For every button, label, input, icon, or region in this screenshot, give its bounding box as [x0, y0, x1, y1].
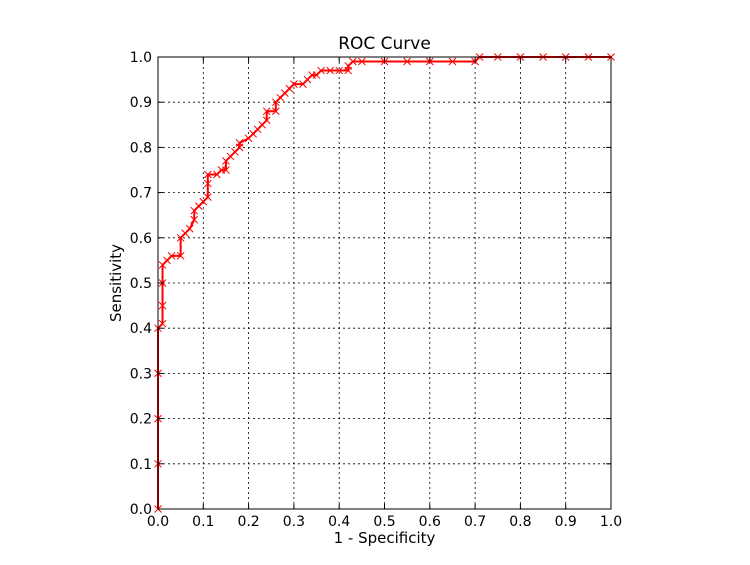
data-point-marker — [235, 139, 244, 147]
data-point-marker — [158, 319, 167, 328]
data-point-marker — [203, 170, 212, 179]
data-point-marker — [262, 107, 271, 116]
x-tick-label: 0.1 — [192, 514, 214, 530]
chart-title: ROC Curve — [338, 34, 431, 54]
x-tick-label: 0.9 — [555, 514, 577, 530]
data-point-marker — [335, 66, 344, 75]
x-tick-label: 0.3 — [283, 514, 305, 530]
data-point-marker — [448, 57, 457, 66]
y-tick-label: 0.3 — [130, 366, 152, 382]
y-axis-label: Sensitivity — [107, 244, 125, 322]
y-tick-label: 0.6 — [130, 231, 152, 247]
tick-layer: 0.0 0.1 0.2 0.3 0.4 0.5 0.6 0.7 0.8 0.9 1.0 0.0 0.1 0… — [130, 50, 622, 530]
x-axis-label: 1 - Specificity — [334, 529, 436, 547]
x-tick-label: 0.4 — [328, 514, 350, 530]
y-tick-label: 0.4 — [130, 321, 152, 337]
data-point-marker — [203, 193, 212, 201]
x-tick-label: 0.6 — [419, 514, 441, 530]
y-tick-label: 0.1 — [130, 457, 152, 473]
y-tick-label: 0.0 — [130, 502, 152, 518]
data-point-marker — [185, 224, 194, 233]
x-tick-label: 0.5 — [373, 514, 395, 530]
data-point-marker — [271, 107, 280, 116]
data-point-marker — [348, 57, 357, 66]
x-tick-label: 0.7 — [464, 514, 486, 530]
data-point-marker — [326, 66, 334, 75]
y-tick-label: 0.9 — [130, 95, 152, 111]
data-point-marker — [290, 80, 298, 88]
y-tick-label: 0.2 — [130, 412, 152, 428]
y-tick-label: 0.8 — [130, 140, 152, 156]
data-point-marker — [357, 57, 366, 66]
data-point-marker — [403, 57, 412, 66]
series-layer — [154, 53, 615, 513]
data-point-marker — [158, 301, 167, 310]
grid-lines — [158, 57, 611, 509]
data-point-marker — [176, 252, 185, 260]
data-point-marker — [317, 66, 325, 75]
y-tick-label: 1.0 — [130, 50, 152, 66]
data-point-marker — [190, 215, 199, 224]
data-point-marker — [222, 166, 230, 174]
x-tick-label: 0.2 — [237, 514, 259, 530]
data-point-marker — [167, 252, 176, 260]
x-tick-label: 0.0 — [147, 514, 169, 530]
data-point-marker — [203, 179, 212, 188]
y-tick-label: 0.7 — [130, 186, 152, 202]
x-tick-label: 0.8 — [509, 514, 531, 530]
y-tick-label: 0.5 — [130, 276, 152, 292]
data-point-marker — [262, 116, 271, 125]
x-tick-label: 1.0 — [600, 514, 622, 530]
